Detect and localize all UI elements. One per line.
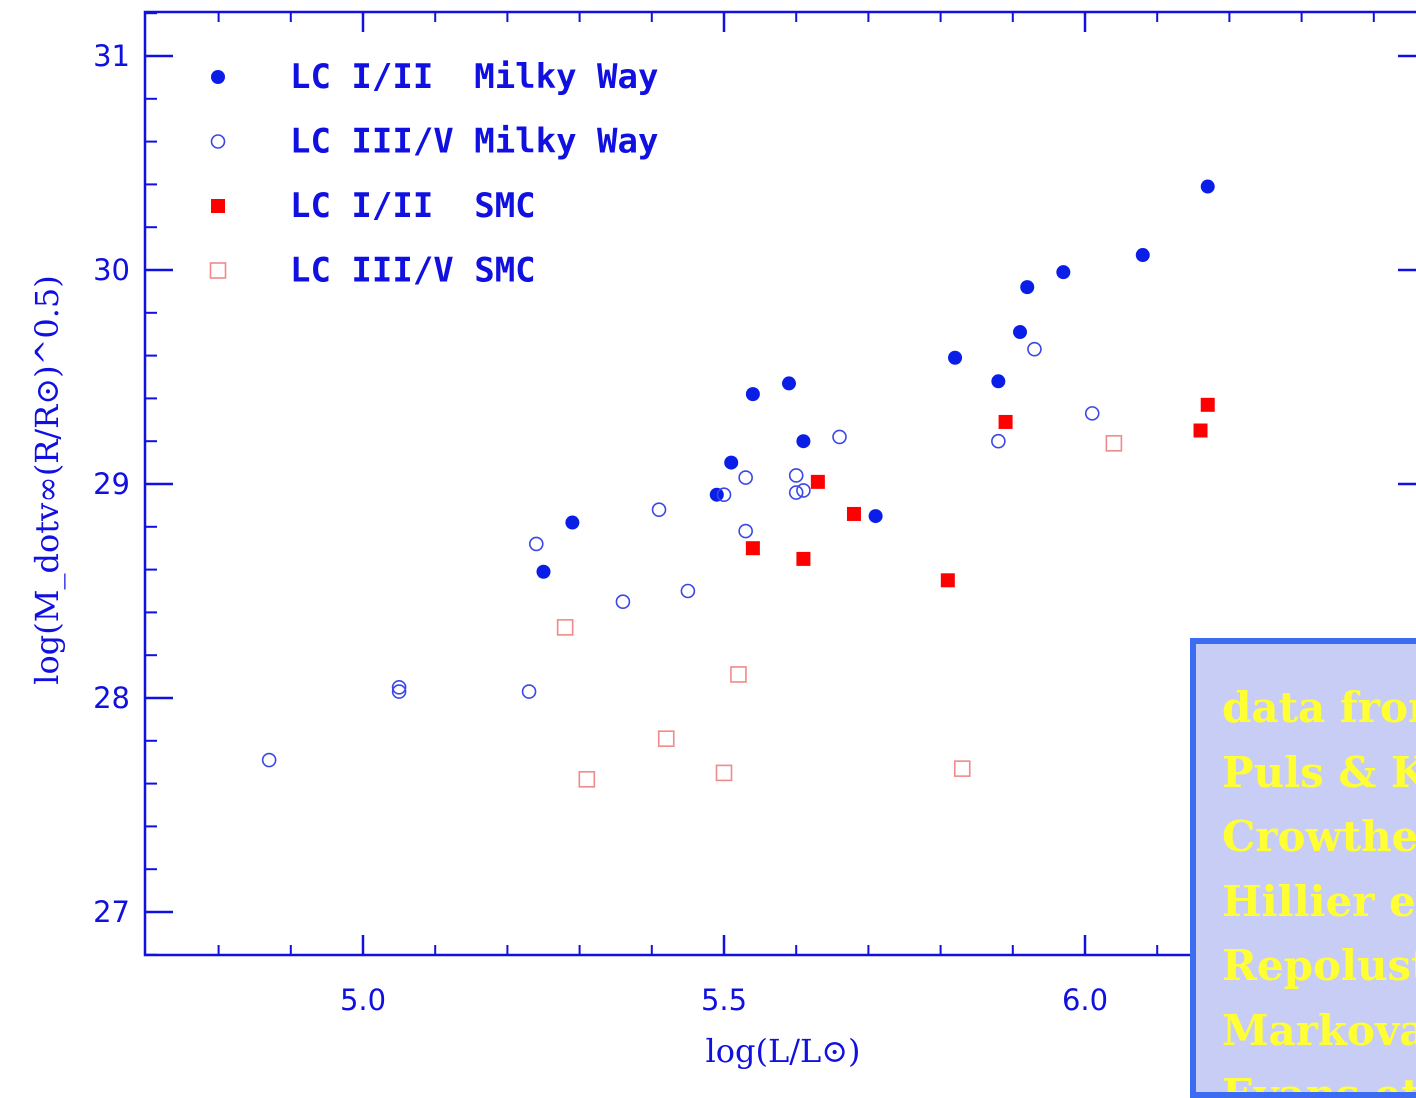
source-line: Markova <box>1222 1005 1416 1055</box>
source-line: Hillier et <box>1222 876 1416 926</box>
data-point-lc-iii-v-milky-way <box>738 470 753 485</box>
x-tick-label: 6.0 <box>1062 983 1108 1017</box>
data-point-lc-i-ii-milky-way <box>745 387 760 402</box>
y-tick-label: 30 <box>93 253 130 287</box>
data-point-lc-i-ii-milky-way <box>781 376 796 391</box>
open-square-icon <box>209 262 227 279</box>
x-axis-title: log(L/L⊙) <box>705 1032 860 1070</box>
legend-label: LC III/V SMC <box>290 251 536 291</box>
y-tick-label: 27 <box>93 895 130 929</box>
data-point-lc-i-ii-smc <box>940 573 955 588</box>
x-tick-label: 5.5 <box>701 983 747 1017</box>
axes: 5.0 5.5 6.0 27 28 29 30 31 <box>93 10 1416 1017</box>
data-point-lc-i-ii-milky-way <box>1135 248 1150 263</box>
data-point-lc-i-ii-milky-way <box>868 509 883 524</box>
data-point-lc-iii-v-milky-way <box>991 433 1006 449</box>
data-point-lc-iii-v-milky-way <box>1084 406 1100 421</box>
data-point-lc-iii-v-milky-way <box>651 502 667 517</box>
data-point-lc-i-ii-milky-way <box>1013 325 1028 340</box>
y-tick-label: 31 <box>93 39 130 73</box>
data-point-lc-i-ii-smc <box>810 474 825 489</box>
data-point-lc-iii-v-milky-way <box>1027 341 1042 357</box>
data-point-lc-i-ii-milky-way <box>796 434 811 449</box>
data-point-lc-i-ii-smc <box>998 414 1013 429</box>
data-point-lc-iii-v-smc <box>657 730 675 747</box>
legend-label: LC III/V Milky Way <box>290 122 658 162</box>
data-points <box>261 179 1215 788</box>
data-point-lc-i-ii-milky-way <box>1020 280 1035 295</box>
data-point-lc-i-ii-milky-way <box>948 350 963 365</box>
data-point-lc-i-ii-milky-way <box>565 515 580 530</box>
data-point-lc-i-ii-milky-way <box>991 374 1006 389</box>
data-point-lc-i-ii-milky-way <box>1200 179 1215 194</box>
data-point-lc-iii-v-milky-way <box>391 684 407 699</box>
data-point-lc-iii-v-milky-way <box>261 752 277 768</box>
data-point-lc-iii-v-milky-way <box>796 483 811 498</box>
data-point-lc-iii-v-smc <box>556 619 574 636</box>
data-point-lc-iii-v-milky-way <box>391 679 407 695</box>
open-circle-icon <box>210 134 226 149</box>
source-line: data from <box>1222 683 1416 732</box>
data-point-lc-iii-v-milky-way <box>716 487 732 503</box>
data-point-lc-iii-v-milky-way <box>528 536 544 552</box>
legend-label: LC I/II Milky Way <box>290 57 658 97</box>
legend-label: LC I/II SMC <box>290 186 536 226</box>
data-point-lc-i-ii-smc <box>796 551 811 566</box>
data-point-lc-i-ii-smc <box>1200 397 1215 412</box>
data-point-lc-iii-v-milky-way <box>615 594 631 610</box>
source-line: Repolust <box>1222 941 1416 990</box>
source-line: Evans et <box>1222 1070 1416 1098</box>
filled-circle-icon <box>211 70 225 84</box>
data-point-lc-iii-v-smc <box>953 760 971 777</box>
data-point-lc-iii-v-milky-way <box>738 523 753 539</box>
data-point-lc-i-ii-smc <box>1193 423 1208 438</box>
data-point-lc-iii-v-milky-way <box>788 485 804 500</box>
data-point-lc-iii-v-milky-way <box>521 684 537 699</box>
data-point-lc-i-ii-milky-way <box>536 564 551 579</box>
y-tick-label: 28 <box>93 681 130 715</box>
data-point-lc-i-ii-smc <box>745 541 760 556</box>
data-point-lc-i-ii-milky-way <box>724 455 739 470</box>
filled-square-icon <box>211 199 225 213</box>
data-point-lc-iii-v-milky-way <box>832 429 847 445</box>
legend: LC I/II Milky Way LC III/V Milky Way LC I/… <box>209 57 658 291</box>
data-point-lc-iii-v-smc <box>1105 435 1123 452</box>
data-point-lc-i-ii-smc <box>846 506 861 521</box>
y-axis-title: log(M_dotv∞(R/R⊙)^0.5) <box>28 275 66 685</box>
data-point-lc-iii-v-smc <box>730 666 747 683</box>
data-sources-box: data from Puls & K Crowthe Hillier et Re… <box>1190 638 1416 1098</box>
data-point-lc-iii-v-smc <box>715 764 733 782</box>
x-tick-label: 5.0 <box>340 983 386 1017</box>
source-line: Crowthe <box>1222 812 1416 861</box>
data-point-lc-iii-v-milky-way <box>680 583 696 599</box>
data-point-lc-i-ii-milky-way <box>1056 265 1071 280</box>
source-line: Puls & K <box>1222 747 1416 797</box>
data-point-lc-iii-v-smc <box>578 771 596 788</box>
data-point-lc-iii-v-milky-way <box>788 468 804 483</box>
y-tick-label: 29 <box>93 467 130 501</box>
